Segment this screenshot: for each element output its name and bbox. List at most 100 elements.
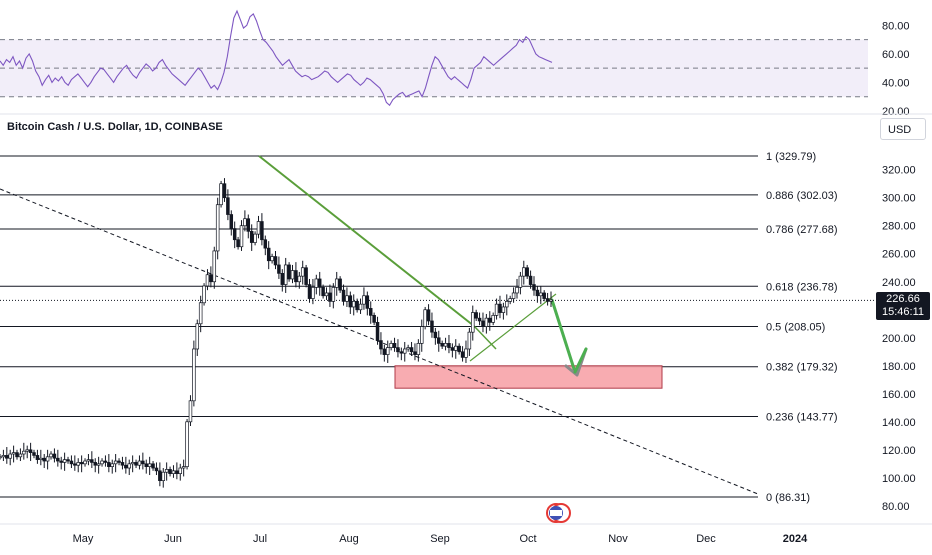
- candle-body: [35, 455, 40, 460]
- candle-body: [368, 308, 373, 316]
- candle-body: [508, 298, 512, 302]
- candle: [433, 327, 438, 345]
- candle-body: [181, 466, 186, 469]
- candle: [73, 455, 77, 471]
- price-tick-label: 240.00: [882, 277, 916, 289]
- candle: [290, 264, 295, 284]
- candle-body: [454, 345, 458, 351]
- candle-body: [175, 470, 179, 474]
- candle-body: [96, 463, 101, 466]
- time-tick-label: Nov: [608, 533, 628, 545]
- candle-body: [236, 239, 240, 248]
- currency-selector[interactable]: USD: [880, 118, 926, 140]
- price-tick-label: 100.00: [882, 473, 916, 485]
- projection-arrow-down: [550, 298, 577, 374]
- candle-body: [392, 343, 397, 348]
- candle: [437, 330, 441, 352]
- candle: [86, 454, 91, 466]
- candle: [137, 455, 142, 470]
- candle: [348, 291, 353, 314]
- candle: [409, 341, 414, 356]
- candle-body: [464, 348, 468, 358]
- candle-body: [76, 462, 80, 466]
- time-tick-label: May: [73, 533, 94, 545]
- candle-body: [147, 463, 152, 467]
- candle-body: [457, 345, 461, 353]
- candle: [365, 291, 370, 316]
- candle-body: [433, 331, 438, 339]
- candle: [317, 271, 322, 296]
- candle-body: [351, 301, 356, 308]
- candle: [402, 341, 407, 362]
- candle-body: [277, 264, 281, 274]
- candle-body: [423, 309, 427, 327]
- candle: [110, 459, 114, 474]
- candle-body: [0, 456, 2, 459]
- candle-body: [222, 183, 227, 199]
- candle: [35, 449, 40, 464]
- candle-body: [467, 331, 472, 350]
- candle: [297, 271, 302, 289]
- candle: [49, 451, 53, 460]
- candle: [158, 462, 162, 487]
- price-tick-label: 260.00: [882, 249, 916, 261]
- candle: [457, 343, 461, 355]
- candle-body: [188, 400, 193, 423]
- candle-body: [90, 459, 94, 463]
- candle: [256, 215, 261, 239]
- candle-body: [103, 460, 108, 463]
- candle-body: [243, 218, 247, 227]
- fib-level-label: 0 (86.31): [766, 492, 810, 504]
- candle-body: [420, 326, 424, 344]
- candle: [192, 340, 196, 407]
- candle: [532, 276, 536, 296]
- fib-level-label: 0.786 (277.68): [766, 224, 838, 236]
- candle: [90, 451, 94, 469]
- candle: [171, 465, 176, 478]
- candle: [460, 346, 465, 362]
- candle: [392, 337, 397, 352]
- rsi-tick-label: 40.00: [882, 77, 910, 89]
- candle: [202, 283, 206, 306]
- candle: [379, 332, 383, 355]
- candle-body: [144, 463, 149, 467]
- time-tick-label: Jun: [164, 533, 182, 545]
- candle: [498, 295, 502, 319]
- candle: [76, 458, 80, 473]
- candle-body: [518, 275, 523, 288]
- candle-body: [406, 347, 410, 350]
- candle: [249, 224, 254, 251]
- candle-body: [161, 471, 166, 481]
- candle-body: [232, 228, 237, 241]
- candle: [331, 283, 336, 309]
- candle: [351, 294, 356, 316]
- candle-body: [324, 292, 329, 297]
- fib-level-label: 0.236 (143.77): [766, 412, 838, 424]
- candle: [389, 340, 393, 351]
- candle: [385, 340, 390, 363]
- candle-body: [304, 267, 308, 285]
- rsi-panel: 80.00 60.00 40.00 20.00: [0, 9, 932, 118]
- candle-body: [525, 267, 529, 277]
- candle-body: [263, 239, 268, 249]
- price-tick-label: 300.00: [882, 193, 916, 205]
- candle: [535, 285, 540, 303]
- candle-body: [52, 453, 57, 459]
- candle: [300, 260, 305, 285]
- candle-body: [113, 460, 118, 465]
- candle: [198, 295, 203, 333]
- candle: [5, 447, 9, 464]
- price-candles: [0, 178, 553, 488]
- candle-body: [137, 460, 142, 466]
- candle: [341, 284, 346, 306]
- candle: [212, 246, 217, 289]
- candle: [511, 287, 516, 303]
- axes: 320.00300.00280.00260.00240.00220.00200.…: [0, 165, 932, 545]
- fib-level-label: 0.886 (302.03): [766, 190, 838, 202]
- candle-body: [437, 337, 441, 344]
- candle-body: [515, 287, 519, 294]
- candle: [525, 264, 529, 279]
- candle: [188, 395, 193, 427]
- fib-level-label: 0.618 (236.78): [766, 281, 838, 293]
